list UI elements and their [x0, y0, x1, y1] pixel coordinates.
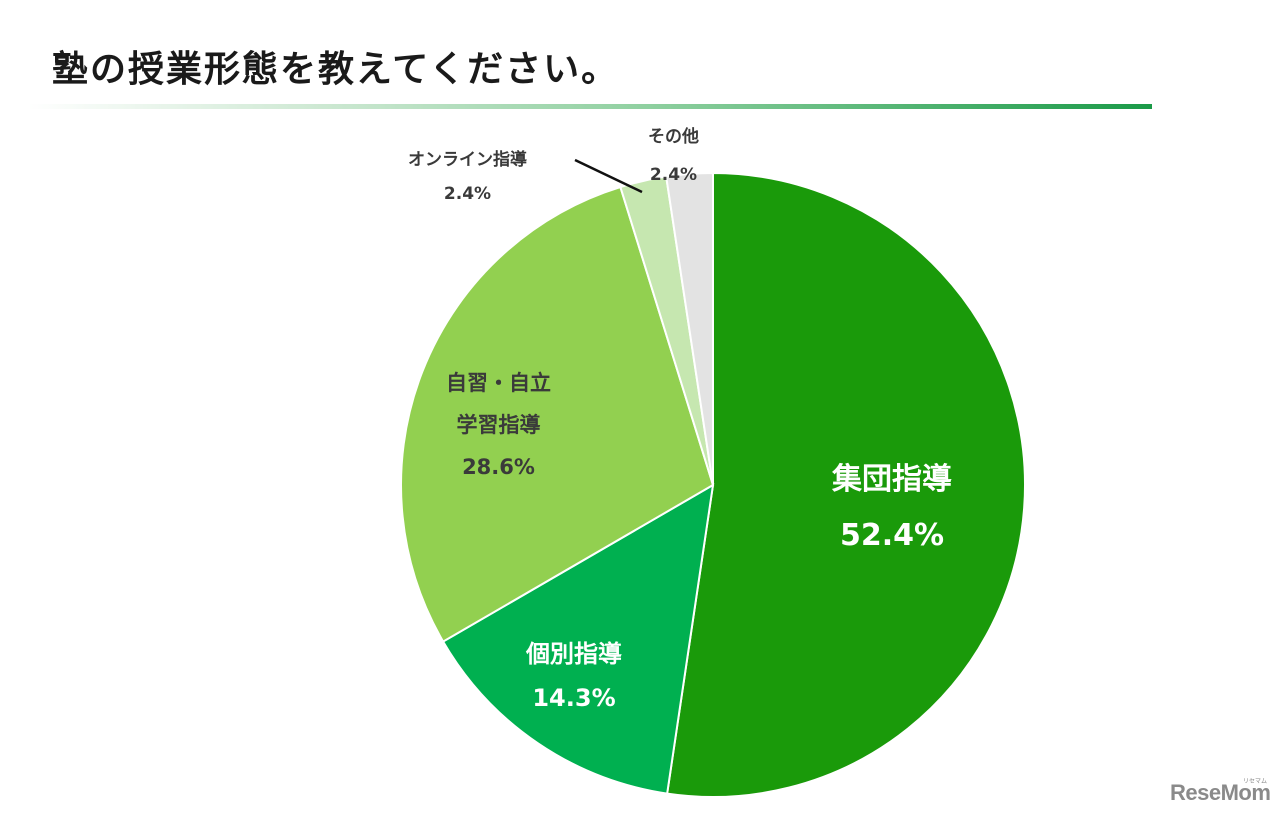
online-leader-line — [574, 158, 643, 194]
resemom-logo: ReseMom — [1170, 780, 1271, 805]
label-self-study-line2: 学習指導 — [456, 413, 541, 437]
label-online-name: オンライン指導 — [408, 150, 527, 170]
label-individual-name: 個別指導 — [526, 640, 622, 668]
label-group: 集団指導 52.4% — [832, 452, 952, 564]
label-individual-value: 14.3% — [532, 684, 616, 712]
pie-slice-4 — [665, 171, 714, 486]
label-online: オンライン指導 2.4% — [408, 143, 527, 211]
chart-title: 塾の授業形態を教えてください。 — [52, 49, 620, 90]
label-other-value: 2.4% — [649, 165, 698, 185]
resemom-logo-sub: リセマム — [1243, 778, 1268, 785]
pie-slice-2 — [400, 185, 715, 643]
label-individual: 個別指導 14.3% — [526, 632, 622, 720]
label-other-name: その他 — [648, 127, 699, 147]
pie-slice-1 — [441, 483, 715, 795]
label-self-study-value: 28.6% — [462, 455, 535, 479]
label-group-name: 集団指導 — [832, 462, 952, 497]
label-self-study: 自習・自立 学習指導 28.6% — [446, 362, 551, 488]
label-other: その他 2.4% — [648, 118, 699, 194]
title-underline — [28, 104, 1152, 109]
label-group-value: 52.4% — [839, 518, 945, 553]
pie-slice-0 — [666, 171, 1026, 798]
label-self-study-line1: 自習・自立 — [446, 371, 551, 395]
label-online-value: 2.4% — [443, 184, 492, 204]
